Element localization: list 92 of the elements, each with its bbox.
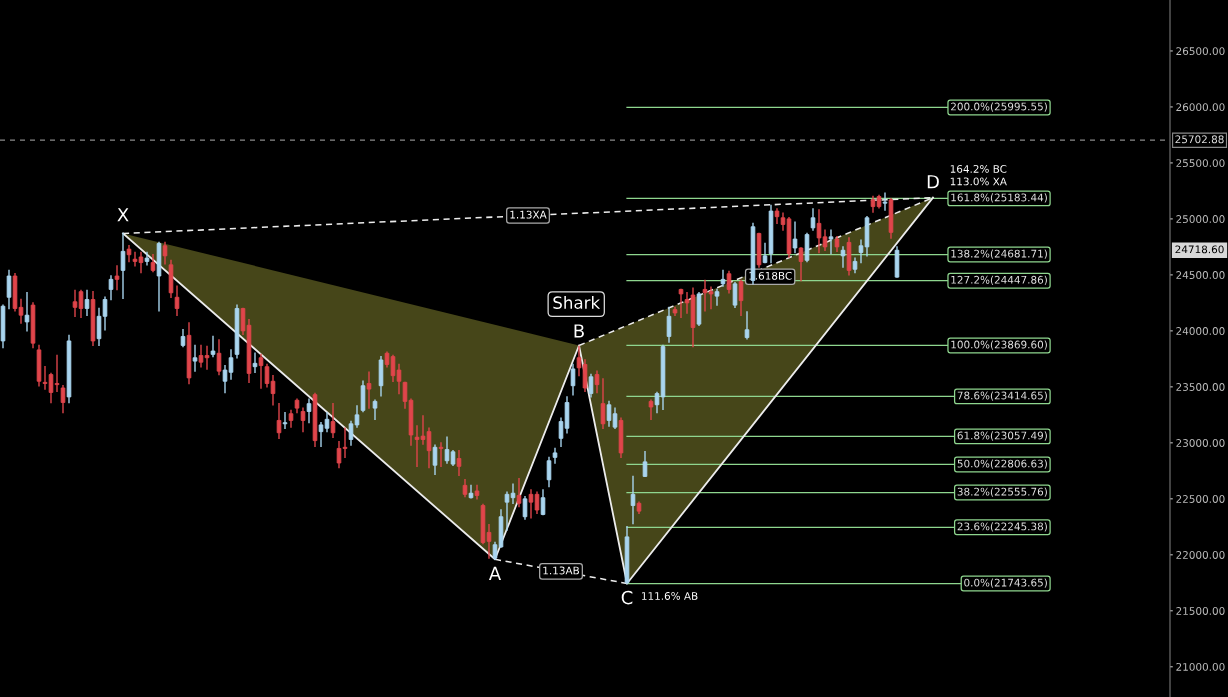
annotation: 1.13XA — [510, 210, 547, 219]
candlestick — [546, 456, 552, 488]
candlestick — [648, 399, 654, 421]
candlestick — [330, 402, 336, 438]
candlestick — [60, 385, 66, 414]
candlestick — [468, 484, 474, 499]
ref-line-label: 161.8%(25183.44) — [951, 193, 1047, 203]
candlestick — [24, 292, 30, 332]
candlestick — [108, 275, 114, 301]
y-tick-label: 26000.00 — [1176, 103, 1225, 112]
candlestick — [594, 370, 600, 394]
y-tick-label: 22500.00 — [1176, 495, 1225, 503]
ref-line-label: 25702.88 — [1175, 135, 1224, 144]
candlestick — [522, 495, 528, 520]
annotation: B — [574, 324, 584, 338]
ref-line-label: 127.2%(24447.86) — [951, 275, 1047, 285]
candlestick — [720, 269, 726, 287]
candlestick — [432, 444, 438, 475]
annotation: Shark — [553, 296, 601, 309]
y-tick-label: 21500.00 — [1176, 607, 1225, 615]
candlestick — [762, 242, 768, 264]
y-tick-label: 25000.00 — [1176, 215, 1225, 223]
annotation: 1.13AB — [543, 566, 579, 575]
candlestick — [774, 208, 780, 225]
candlestick — [174, 285, 180, 316]
text: 24718.60 — [1175, 245, 1224, 254]
ref-line-label: 138.2%(24681.71) — [951, 249, 1047, 259]
annotation: 113.0% XA — [950, 177, 1007, 186]
candlestick — [714, 288, 720, 306]
candlestick — [516, 477, 522, 508]
candlestick — [744, 311, 750, 340]
candlestick — [600, 378, 606, 429]
candlestick — [216, 339, 222, 376]
annotation: D — [927, 175, 939, 189]
candlestick — [792, 221, 798, 254]
candlestick — [552, 447, 558, 464]
candlestick — [840, 246, 846, 268]
candlestick — [276, 402, 282, 440]
ref-line-label: 0.0%(21743.65) — [964, 578, 1047, 588]
candlestick — [6, 269, 12, 310]
ref-line-label: 23.6%(22245.38) — [957, 522, 1047, 532]
y-tick-label: 23500.00 — [1176, 383, 1225, 391]
candlestick — [126, 245, 132, 263]
annotation: 164.2% BC — [950, 164, 1007, 173]
candlestick — [828, 229, 834, 255]
candlestick — [282, 411, 288, 429]
candlestick — [120, 232, 126, 300]
ref-line-label: 50.0%(22806.63) — [957, 459, 1047, 469]
annotation: C — [621, 590, 633, 605]
y-tick-label: 23000.00 — [1176, 439, 1225, 447]
candlestick — [438, 442, 444, 468]
candlestick — [630, 475, 636, 525]
candlestick — [570, 363, 576, 396]
y-tick-label: 24500.00 — [1176, 271, 1225, 279]
candlestick — [210, 335, 216, 358]
y-tick-label: 25500.00 — [1176, 159, 1225, 168]
candlestick — [732, 282, 738, 309]
candlestick — [474, 484, 480, 500]
ref-line-label: 38.2%(22555.76) — [957, 487, 1047, 497]
candlestick — [666, 306, 672, 343]
ref-line-label: 61.8%(23057.49) — [957, 431, 1047, 441]
ref-line-label: 100.0%(23869.60) — [951, 340, 1047, 350]
candlestick — [366, 371, 372, 409]
candlestick — [726, 270, 732, 294]
candlestick — [114, 265, 120, 291]
candlestick — [642, 451, 648, 478]
candlestick — [300, 407, 306, 433]
candlestick — [372, 399, 378, 421]
ref-line-label: 200.0%(25995.55) — [951, 102, 1047, 112]
annotation: 111.6% AB — [642, 592, 698, 600]
candlestick — [456, 449, 462, 476]
candlestick — [192, 344, 198, 372]
candlestick — [810, 208, 816, 231]
candlestick — [798, 247, 804, 282]
candlestick — [252, 352, 258, 373]
candlestick — [144, 251, 150, 266]
y-tick-label: 21000.00 — [1176, 663, 1225, 671]
annotation: X — [117, 208, 129, 222]
candlestick — [588, 373, 594, 398]
candlestick — [738, 279, 744, 316]
candlestick — [540, 489, 546, 516]
y-tick-label: 24000.00 — [1176, 327, 1225, 335]
candlestick — [306, 398, 312, 424]
y-tick-label: 22000.00 — [1176, 551, 1225, 559]
candlestick — [678, 288, 684, 319]
candlestick — [162, 241, 168, 265]
candlestick — [882, 192, 888, 211]
candlestick — [258, 353, 264, 389]
y-tick-label: 26500.00 — [1176, 47, 1225, 56]
candlestick — [84, 289, 90, 316]
annotation: A — [488, 566, 502, 580]
ref-line-label: 78.6%(23414.65) — [957, 391, 1047, 401]
